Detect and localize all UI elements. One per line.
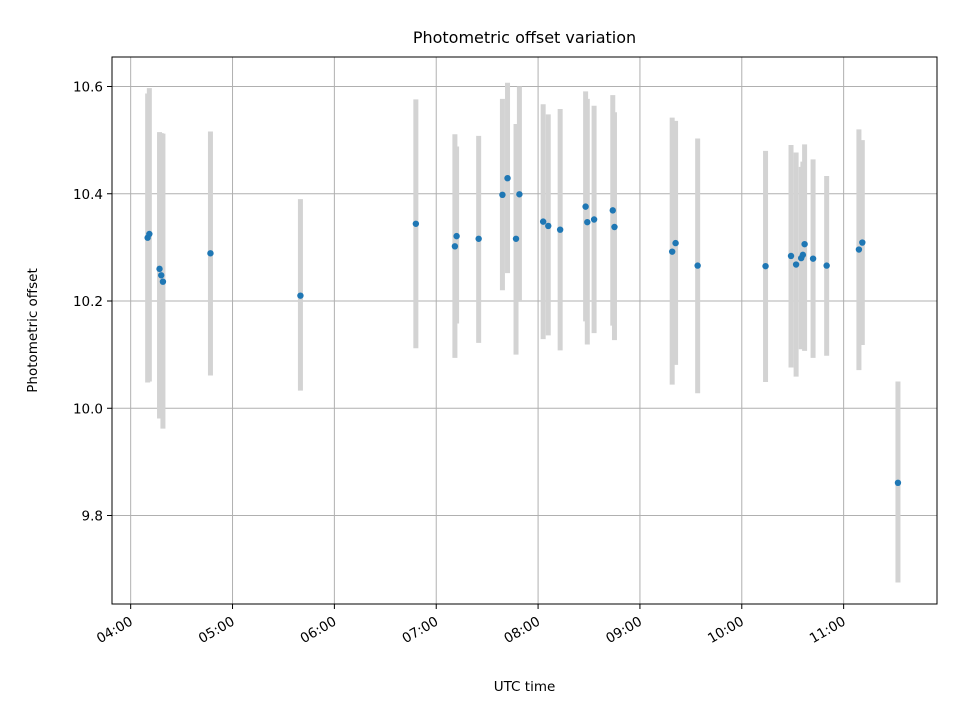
data-point: [545, 222, 552, 230]
data-point: [516, 191, 523, 198]
data-point: [855, 246, 863, 253]
data-point: [159, 278, 167, 285]
data-point: [694, 262, 701, 269]
data-point: [158, 272, 165, 279]
data-point: [451, 243, 459, 250]
y-axis-label: Photometric offset: [25, 268, 41, 392]
data-point: [297, 292, 304, 299]
chart-title: Photometric offset variation: [413, 28, 636, 47]
data-point: [787, 252, 795, 260]
data-point: [504, 174, 511, 182]
data-point: [762, 262, 769, 270]
x-tick-label: 07:00: [400, 614, 442, 647]
data-points: [144, 174, 902, 487]
y-tick-label: 10.4: [73, 187, 103, 203]
data-point: [584, 218, 591, 226]
data-point: [207, 250, 214, 257]
data-point: [582, 203, 589, 210]
data-point: [609, 207, 616, 214]
x-tick-label: 05:00: [196, 614, 238, 647]
y-tick-label: 10.0: [73, 401, 103, 417]
y-tick-label: 10.6: [73, 79, 103, 95]
data-point: [512, 235, 520, 242]
x-tick-label: 11:00: [807, 614, 849, 647]
data-point: [453, 232, 460, 240]
plot-frame: [111, 56, 938, 605]
x-tick-label: 06:00: [298, 614, 340, 647]
data-point: [499, 191, 506, 199]
x-tick-label: 09:00: [603, 614, 645, 647]
data-point: [823, 262, 830, 269]
data-point: [539, 218, 547, 225]
data-point: [475, 235, 482, 242]
data-point: [859, 239, 866, 246]
grid: [112, 57, 937, 604]
x-axis-label: UTC time: [494, 679, 556, 695]
data-point: [809, 255, 817, 262]
data-point: [799, 251, 807, 259]
data-point: [556, 226, 564, 233]
data-point: [146, 230, 153, 238]
data-point: [801, 240, 808, 248]
x-tick-label: 08:00: [501, 614, 543, 647]
error-bars: [145, 82, 901, 583]
x-tick-label: 04:00: [94, 614, 136, 647]
data-point: [412, 220, 420, 227]
data-point: [611, 223, 618, 231]
data-point: [894, 479, 902, 487]
data-point: [668, 248, 676, 255]
y-tick-label: 10.2: [73, 294, 103, 310]
axis-ticks: 04:00 05:00 06:00 07:00 08:00 09:00 10:00 11:00…: [73, 79, 849, 646]
data-point: [672, 239, 679, 247]
data-point: [590, 216, 598, 223]
data-point: [792, 261, 800, 268]
data-point: [156, 265, 163, 273]
x-tick-label: 10:00: [705, 614, 747, 647]
y-tick-label: 9.8: [82, 509, 103, 525]
